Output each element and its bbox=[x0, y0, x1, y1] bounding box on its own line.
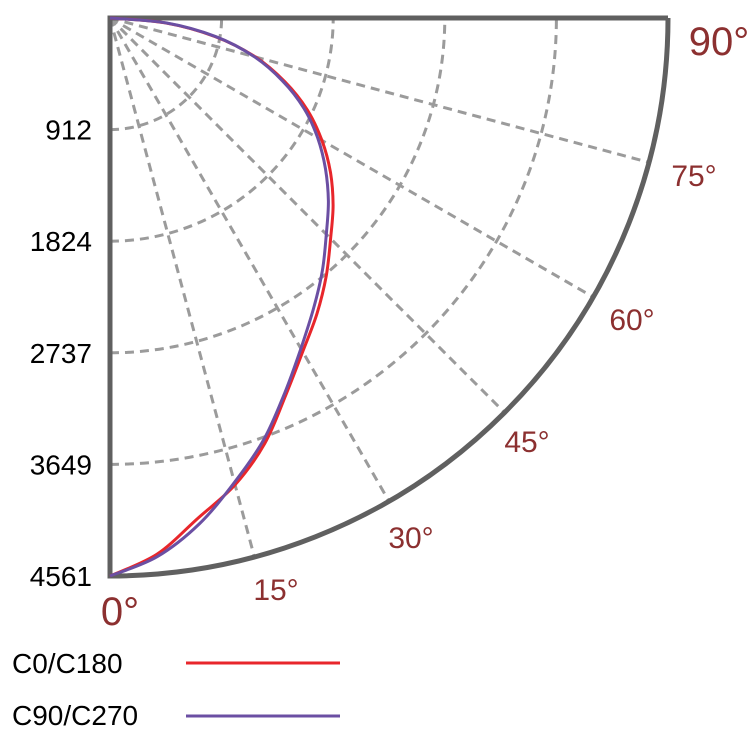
angle-tick-label: 45° bbox=[504, 426, 549, 459]
grid-ring bbox=[109, 17, 558, 466]
chart-frame bbox=[107, 15, 671, 579]
angle-tick-label: 30° bbox=[388, 522, 433, 555]
angle-tick-label: 90° bbox=[689, 20, 750, 64]
polar-grid bbox=[108, 16, 650, 558]
radial-tick-label: 912 bbox=[45, 115, 92, 146]
radial-tick-label: 2737 bbox=[30, 338, 92, 369]
series-layer bbox=[109, 16, 335, 578]
angle-tick-labels: 0° 15° 30° 45° 60° 75° 90° bbox=[101, 20, 749, 634]
grid-spoke bbox=[108, 17, 256, 558]
radial-tick-label: 1824 bbox=[30, 226, 92, 257]
angle-tick-label: 60° bbox=[609, 304, 654, 337]
legend-label-c0-c180: C0/C180 bbox=[12, 648, 123, 679]
angle-tick-label: 75° bbox=[671, 160, 716, 193]
grid-ring bbox=[109, 17, 335, 243]
legend-label-c90-c270: C90/C270 bbox=[12, 700, 138, 731]
grid-spoke bbox=[108, 17, 391, 502]
grid-ring bbox=[109, 17, 447, 355]
angle-tick-label: 0° bbox=[101, 590, 139, 634]
radial-tick-label: 4561 bbox=[30, 561, 92, 592]
series-line-c90-c270 bbox=[109, 16, 330, 578]
radial-tick-label: 3649 bbox=[30, 449, 92, 480]
angle-tick-label: 15° bbox=[253, 574, 298, 607]
grid-spoke bbox=[109, 16, 650, 164]
legend: C0/C180 C90/C270 bbox=[12, 648, 340, 731]
outer-frame bbox=[107, 15, 671, 579]
grid-spoke bbox=[109, 16, 594, 299]
radial-tick-labels: 912 1824 2737 3649 4561 bbox=[30, 115, 92, 592]
grid-spoke bbox=[108, 16, 506, 414]
grid-ring bbox=[109, 17, 224, 132]
